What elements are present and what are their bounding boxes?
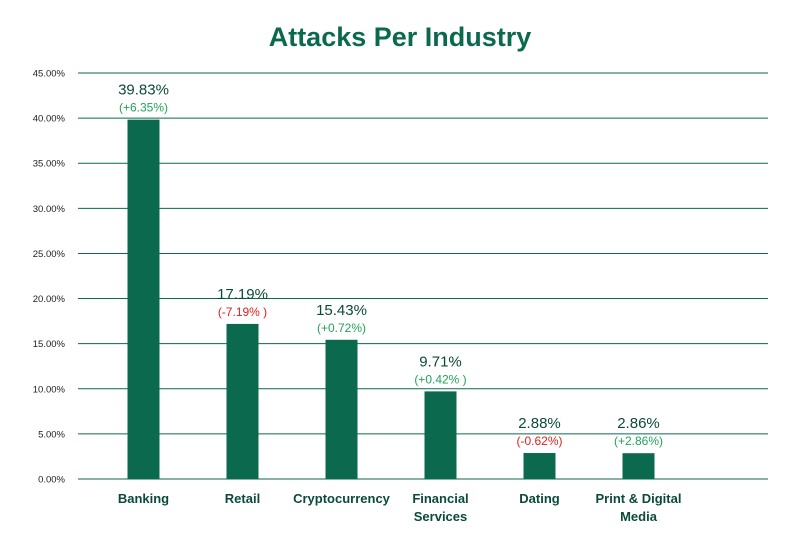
y-tick-label: 0.00%	[38, 475, 65, 486]
y-tick-label: 15.00%	[33, 339, 66, 350]
change-label: (+0.72%)	[317, 321, 366, 335]
change-label: (+2.86%)	[614, 434, 663, 448]
chart-title: Attacks Per Industry	[268, 22, 532, 52]
y-tick-label: 30.00%	[33, 204, 66, 215]
y-tick-label: 40.00%	[33, 114, 66, 125]
x-tick-label: Financial	[412, 491, 468, 506]
y-tick-label: 35.00%	[33, 159, 66, 170]
y-tick-label: 5.00%	[38, 429, 65, 440]
bar	[325, 339, 358, 479]
x-tick-label: Print & Digital	[596, 491, 682, 506]
x-tick-label: Cryptocurrency	[293, 491, 391, 506]
x-tick-label: Banking	[118, 491, 169, 506]
y-tick-label: 25.00%	[33, 249, 66, 260]
bar	[523, 453, 556, 479]
data-label: 15.43%	[316, 302, 367, 319]
y-tick-label: 20.00%	[33, 294, 66, 305]
change-label: (-7.19% )	[218, 305, 267, 319]
data-label: 2.86%	[617, 415, 660, 432]
bar	[127, 119, 160, 479]
y-tick-label: 10.00%	[33, 384, 66, 395]
x-tick-label: Services	[414, 509, 468, 524]
data-label: 2.88%	[518, 415, 561, 432]
change-label: (+6.35%)	[119, 101, 168, 115]
data-label: 17.19%	[217, 286, 268, 303]
bar	[424, 391, 457, 479]
y-tick-label: 45.00%	[33, 69, 66, 80]
data-label: 39.83%	[118, 82, 169, 99]
change-label: (+0.42% )	[414, 372, 466, 386]
bar	[226, 323, 259, 479]
change-label: (-0.62%)	[516, 434, 562, 448]
x-tick-label: Dating	[519, 491, 560, 506]
bar	[622, 453, 655, 479]
x-tick-label: Media	[620, 509, 658, 524]
data-label: 9.71%	[419, 353, 462, 370]
x-tick-label: Retail	[225, 491, 260, 506]
